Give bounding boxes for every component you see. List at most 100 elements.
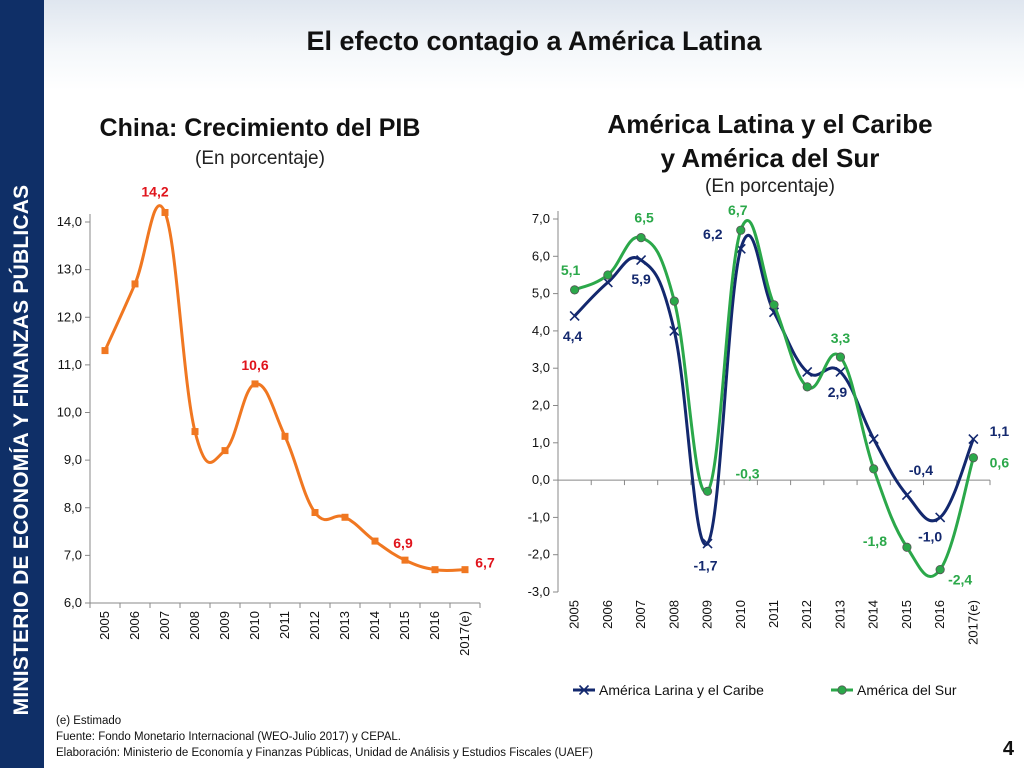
china-data-label: 10,6 [241,357,268,373]
china-point [101,347,109,355]
latam-caribbean-data-label: -1,0 [918,528,942,544]
slide-title: El efecto contagio a América Latina [306,26,762,56]
latam-x-tick-label: 2008 [666,600,681,629]
china-point [311,509,319,517]
sidebar: MINISTERIO DE ECONOMÍA Y FINANZAS PÚBLIC… [0,0,44,768]
latam-y-tick-label: 5,0 [532,286,550,301]
china-point [191,428,199,436]
legend-marker-stroke [578,684,590,696]
footnote-source: Fuente: Fondo Monetario Internacional (W… [56,731,401,743]
latam-chart-subtitle: (En porcentaje) [705,176,835,197]
china-point [461,566,469,574]
china-y-tick-label: 12,0 [57,309,82,324]
south-america-point [702,486,713,496]
latam-x-tick-label: 2015 [899,600,914,629]
latam-caribbean-data-label: 4,4 [563,328,583,344]
title-band [44,0,1024,90]
legend-marker [578,684,590,696]
latam-y-tick-label: 4,0 [532,323,550,338]
china-point [161,208,169,216]
latam-x-tick-label: 2005 [567,600,582,629]
latam-caribbean-point [835,366,846,377]
china-y-tick-label: 10,0 [57,405,82,420]
china-data-label: 14,2 [141,183,168,199]
china-y-tick-label: 11,0 [58,357,82,372]
latam-y-tick-label: -2,0 [528,547,550,562]
china-x-tick-label: 2014 [367,611,382,640]
china-point [371,537,379,545]
china-chart-subtitle: (En porcentaje) [195,148,325,169]
latam-caribbean-data-label: -1,7 [693,558,717,574]
latam-y-tick-label: 7,0 [532,211,550,226]
latam-caribbean-point-stroke [935,512,946,523]
south-america-data-label: 3,3 [831,330,851,346]
page-number: 4 [1002,738,1014,760]
latam-chart-title-line1: América Latina y el Caribe [607,109,933,139]
latam-y-tick-label: -1,0 [528,509,550,524]
latam-y-tick-label: 6,0 [532,248,550,263]
south-america-series-line [574,219,975,578]
south-america-point [603,270,613,280]
china-series-line [103,204,466,572]
latam-caribbean-point-stroke [868,434,879,445]
legend-marker [837,685,847,695]
south-america-point [570,285,580,295]
china-y-tick-label: 14,0 [57,214,82,229]
china-point [251,380,259,388]
south-america-point [902,542,912,552]
latam-caribbean-point-stroke [702,538,713,549]
china-point [281,432,289,440]
latam-caribbean-point [669,325,680,336]
south-america-point [935,565,945,575]
south-america-data-label: 0,6 [990,455,1010,471]
latam-x-tick-label: 2009 [700,600,715,629]
latam-y-tick-label: 2,0 [532,398,550,413]
china-x-tick-label: 2015 [397,611,412,640]
latam-caribbean-point-stroke [901,489,912,501]
legend-entry: América Larina y el Caribe [599,682,764,698]
latam-x-tick-label: 2011 [766,600,781,628]
footnote-estimado: (e) Estimado [56,715,122,727]
latam-x-tick-label: 2012 [799,600,814,629]
latam-caribbean-data-label: 2,9 [828,384,848,400]
china-chart-title: China: Crecimiento del PIB [99,114,421,142]
latam-caribbean-point-stroke [835,366,846,377]
latam-y-tick-label: 0,0 [532,472,550,487]
china-point [401,556,409,564]
china-point [221,447,229,455]
latam-caribbean-data-label: 1,1 [990,423,1010,439]
latam-x-tick-label: 2014 [866,600,881,629]
latam-caribbean-point [702,538,713,549]
south-america-data-label: 5,1 [561,262,581,278]
latam-caribbean-point [968,434,979,445]
china-point [341,513,349,521]
footnotes: (e) Estimado Fuente: Fondo Monetario Int… [56,713,593,761]
latam-x-tick-label: 2013 [832,600,847,629]
china-point [431,566,439,574]
latam-caribbean-point [935,512,946,523]
latam-caribbean-point [569,310,580,322]
latam-x-tick-label: 2006 [600,600,615,629]
china-y-tick-label: 8,0 [64,500,82,515]
south-america-point [835,352,846,362]
latam-caribbean-data-label: 6,2 [703,226,723,242]
latam-x-tick-label: 2017(e) [965,600,980,645]
south-america-point [669,296,679,306]
latam-caribbean-point [901,489,912,501]
china-x-tick-label: 2017(e) [457,611,472,656]
latam-caribbean-point [602,277,613,288]
latam-caribbean-data-label: 5,9 [631,271,651,287]
latam-caribbean-point-stroke [802,366,813,377]
latam-caribbean-point-stroke [602,277,613,288]
south-america-data-label: -1,8 [863,533,887,549]
china-x-tick-label: 2007 [157,611,172,640]
china-data-label: 6,9 [393,535,413,551]
china-x-tick-label: 2011 [277,611,292,639]
latam-x-tick-label: 2007 [633,600,648,629]
south-america-data-label: -0,3 [735,465,759,481]
china-y-tick-label: 7,0 [64,547,82,562]
china-x-tick-label: 2008 [187,611,202,640]
china-y-tick-label: 13,0 [57,262,82,277]
china-x-tick-label: 2013 [337,611,352,640]
